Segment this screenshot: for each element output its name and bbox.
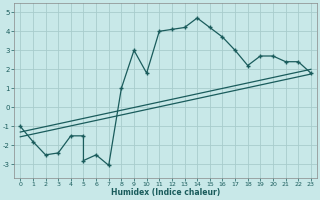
- X-axis label: Humidex (Indice chaleur): Humidex (Indice chaleur): [111, 188, 220, 197]
